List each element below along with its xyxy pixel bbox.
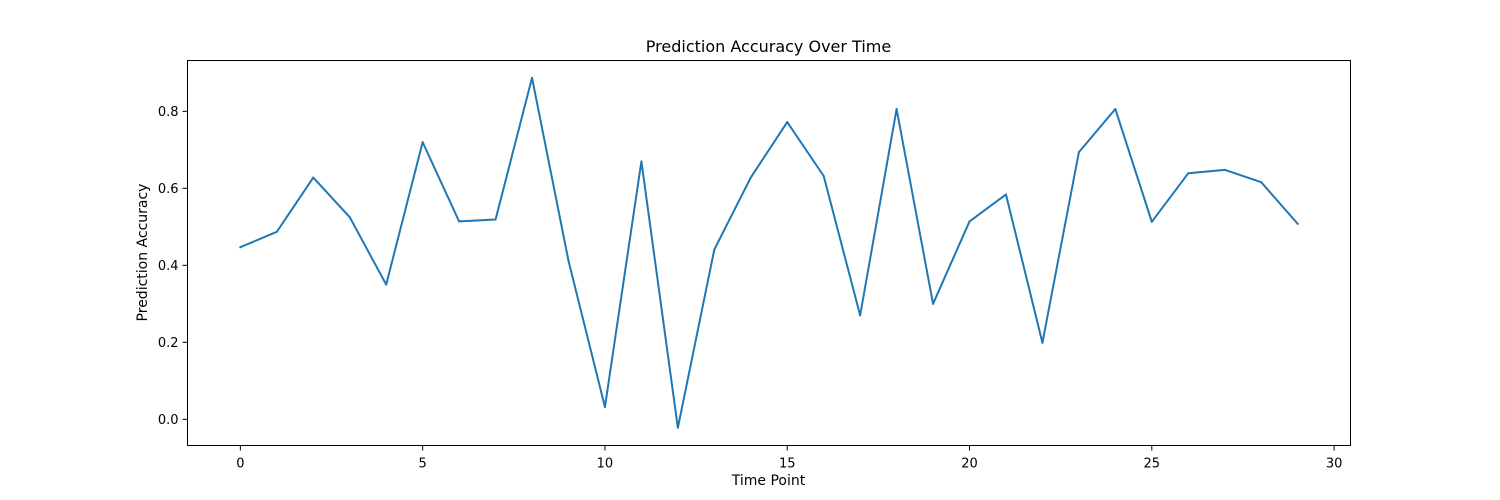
data-point <box>1114 108 1117 111</box>
data-point <box>859 314 862 317</box>
series-line <box>239 76 1300 429</box>
x-tick-label: 15 <box>779 457 796 472</box>
data-point <box>968 220 971 223</box>
y-tick-label: 0.6 <box>158 182 179 197</box>
data-point <box>603 406 606 408</box>
data-point <box>421 141 424 144</box>
y-tick-label: 0.4 <box>158 259 179 274</box>
data-point <box>1296 222 1299 225</box>
data-point <box>458 220 461 223</box>
series-layer <box>239 76 1300 429</box>
x-tick-label: 20 <box>961 457 978 472</box>
y-tick-label: 0.0 <box>158 413 179 428</box>
data-point <box>1223 168 1226 171</box>
ticks-layer: 0 5 10 15 20 25 30 0.0 0.2 0.4 0.6 0.8 <box>158 105 1343 472</box>
data-point <box>1004 193 1007 196</box>
x-axis-label: Time Point <box>731 473 806 489</box>
x-tick-label: 0 <box>236 457 244 472</box>
y-tick-label: 0.2 <box>158 336 179 351</box>
data-point <box>895 108 898 111</box>
x-tick-label: 10 <box>597 457 614 472</box>
x-tick-label: 25 <box>1144 457 1161 472</box>
data-point <box>822 175 825 177</box>
data-point <box>749 176 752 179</box>
data-point <box>1150 220 1153 223</box>
data-point <box>786 121 789 124</box>
data-point <box>676 426 679 429</box>
data-point <box>275 230 278 233</box>
data-point <box>385 283 388 286</box>
data-point <box>1187 172 1190 175</box>
data-point <box>1077 151 1080 154</box>
data-point <box>567 259 570 262</box>
data-point <box>494 218 497 221</box>
x-tick-label: 30 <box>1326 457 1343 472</box>
data-point <box>348 216 351 219</box>
data-point <box>1041 341 1044 344</box>
plot-frame <box>187 60 1351 446</box>
y-tick-label: 0.8 <box>158 105 179 120</box>
data-point <box>713 248 716 251</box>
data-point <box>932 302 935 305</box>
data-point <box>1260 181 1263 184</box>
y-axis-label: Prediction Accuracy <box>135 184 151 322</box>
data-point <box>312 176 315 179</box>
chart-title: Prediction Accuracy Over Time <box>646 37 891 56</box>
data-point <box>239 246 242 249</box>
x-tick-label: 5 <box>419 457 427 472</box>
data-point <box>640 160 643 163</box>
data-point <box>531 76 534 79</box>
